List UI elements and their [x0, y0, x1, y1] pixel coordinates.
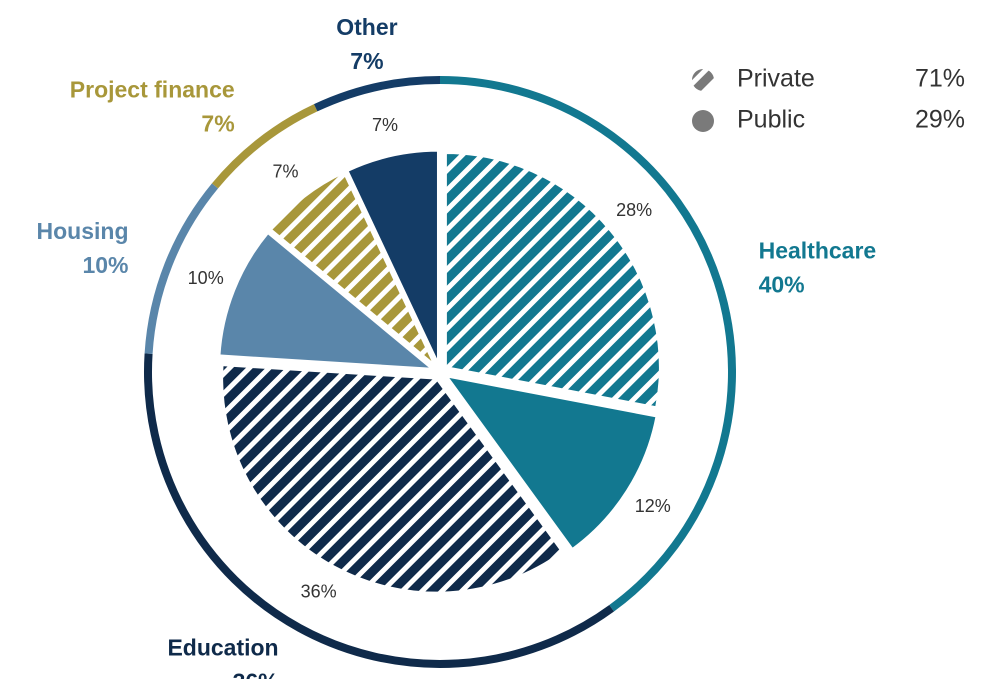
pie-slice	[344, 148, 440, 366]
legend-value: 29%	[915, 106, 965, 134]
pie-slice	[443, 151, 662, 410]
slice-label: 36%	[301, 582, 337, 602]
slice-label: 7%	[372, 115, 398, 135]
legend-marker	[692, 110, 714, 132]
category-label: Other	[336, 14, 397, 40]
slice-label: 7%	[273, 162, 299, 182]
category-label: Housing	[37, 218, 129, 244]
category-value-label: 7%	[201, 110, 234, 136]
pie-slice	[267, 169, 438, 368]
category-label: Healthcare	[759, 238, 877, 264]
category-label: Project finance	[70, 76, 235, 102]
legend-label: Public	[737, 106, 805, 134]
pie-slice	[442, 373, 659, 552]
legend-label: Private	[737, 65, 815, 93]
category-value-label: 40%	[759, 272, 805, 298]
pie-slice	[220, 363, 566, 595]
category-value-label: 7%	[350, 48, 383, 74]
category-value-label: 36%	[233, 669, 279, 679]
slice-label: 12%	[635, 496, 671, 516]
legend-marker	[692, 69, 714, 91]
ring-segment	[144, 183, 219, 354]
category-label: Education	[167, 635, 278, 661]
ring-segment	[144, 353, 614, 668]
ring-segment	[211, 104, 318, 189]
ring-segment	[313, 76, 441, 112]
pie-slice	[217, 230, 439, 372]
ring-segment	[439, 76, 736, 612]
legend-value: 71%	[915, 65, 965, 93]
slice-label: 28%	[616, 200, 652, 220]
category-value-label: 10%	[82, 252, 128, 278]
slice-label: 10%	[188, 268, 224, 288]
